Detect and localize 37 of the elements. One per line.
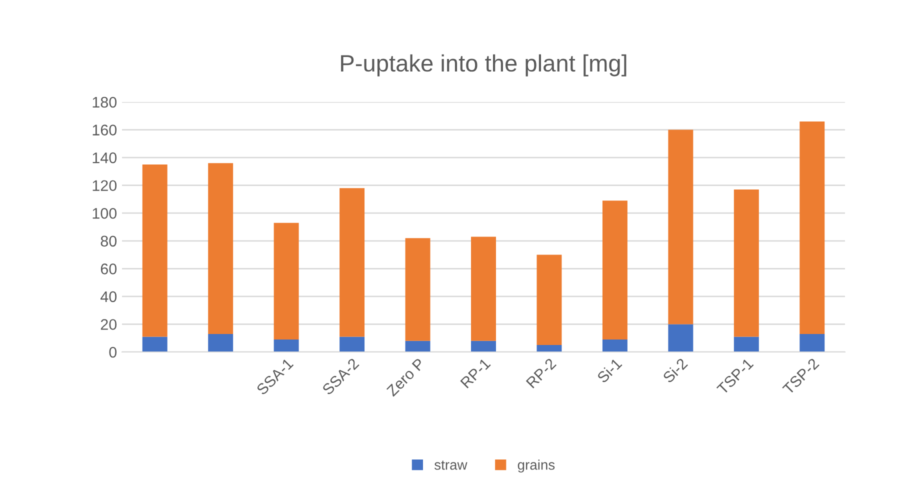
bar (471, 340, 496, 352)
bar (405, 238, 430, 341)
bar (208, 163, 234, 334)
bar (340, 336, 365, 352)
bar (142, 336, 168, 352)
bar (536, 254, 562, 346)
y-tick-label: 120 (92, 180, 117, 192)
bar (536, 345, 562, 352)
legend-label: straw (434, 460, 468, 470)
bar (274, 340, 299, 352)
y-tick-label: 180 (92, 96, 117, 108)
y-tick-label: 160 (92, 124, 117, 136)
bar (340, 188, 365, 337)
bar (405, 340, 430, 352)
bar (734, 190, 759, 337)
y-tick-label: 60 (100, 264, 117, 274)
bar (208, 334, 234, 352)
y-tick-label: 140 (92, 152, 117, 164)
x-tick-label: Si-2 (662, 357, 688, 384)
bar (734, 336, 759, 352)
y-tick-label: 0 (109, 346, 117, 358)
legend-label: grains (518, 460, 555, 473)
bar (471, 236, 496, 341)
x-tick-label: Si-1 (596, 357, 622, 384)
bar (668, 130, 694, 324)
bar (602, 200, 628, 340)
bar (800, 121, 825, 334)
bar (274, 222, 299, 340)
y-tick-label: 100 (92, 208, 117, 219)
y-tick-label: 80 (100, 236, 117, 247)
y-tick-label: 40 (100, 291, 117, 302)
chart-title: P-uptake into the plant [mg] (341, 54, 626, 76)
bar (602, 340, 628, 352)
bar (668, 324, 694, 352)
y-tick-label: 20 (100, 319, 117, 330)
bar (800, 334, 825, 352)
bar (142, 164, 168, 337)
